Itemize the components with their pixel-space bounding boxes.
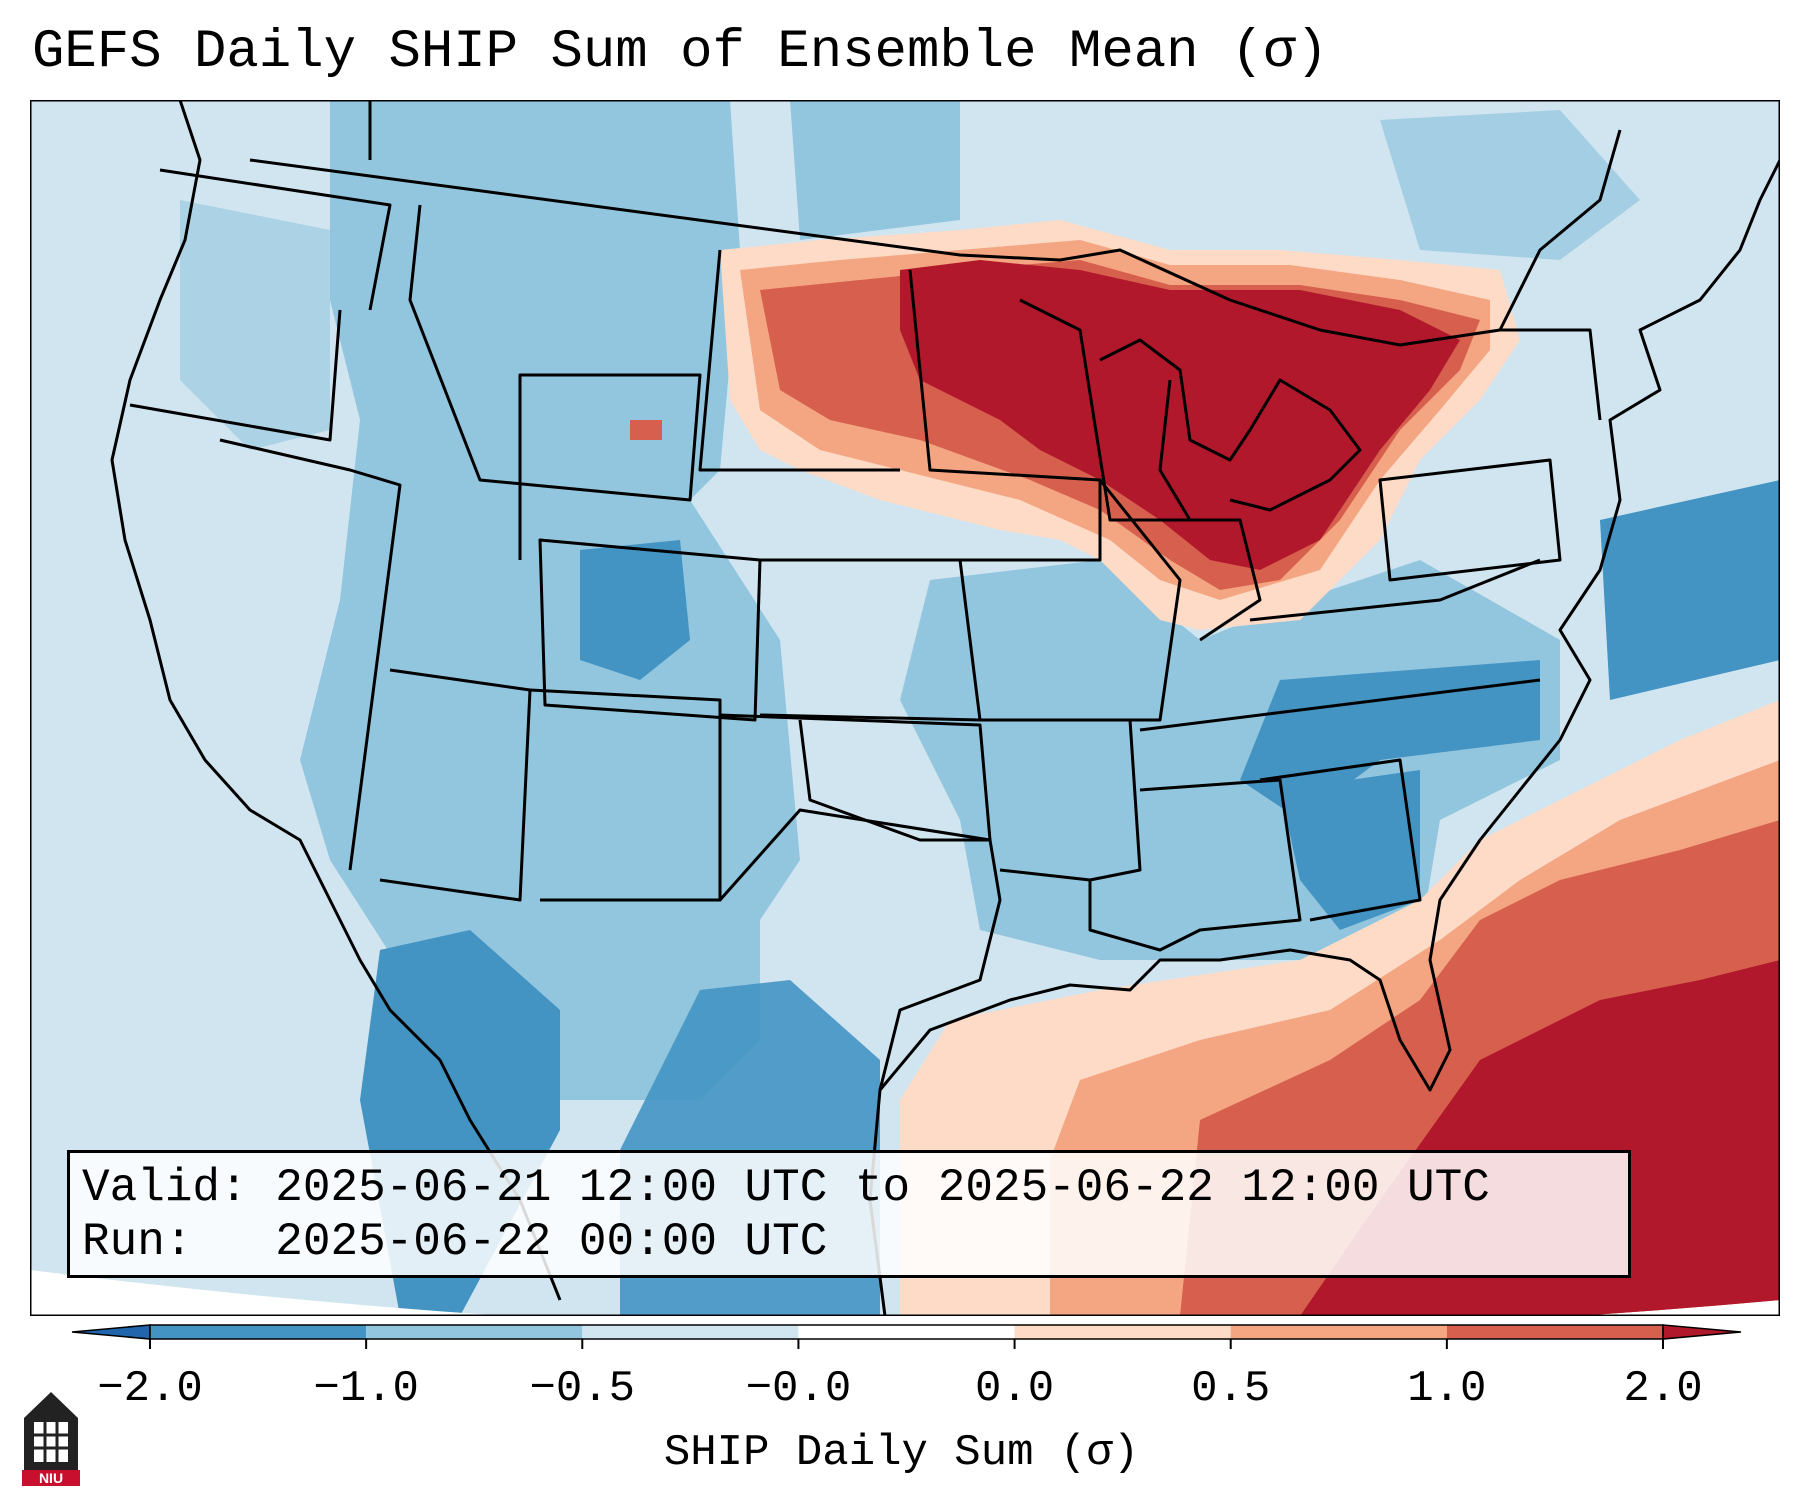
georgia (1259, 758, 1422, 922)
chart-title: GEFS Daily SHIP Sum of Ensemble Mean (σ) (32, 22, 1329, 83)
canada-border (249, 129, 1622, 347)
colorbar-extend-max (1662, 1324, 1742, 1340)
info-box: Valid: 2025-06-21 12:00 UTC to 2025-06-2… (67, 1150, 1631, 1278)
nv-border (219, 438, 402, 871)
colorbar-segment (1446, 1325, 1663, 1339)
missouri-illinois (1098, 479, 1182, 722)
kansas (759, 558, 982, 722)
field-interior-west (300, 100, 800, 1100)
valid-label: Valid: (82, 1162, 248, 1214)
field-pacific-nw (180, 200, 330, 450)
run-value: 2025-06-22 00:00 UTC (275, 1216, 828, 1268)
colorbar-segment (1014, 1325, 1231, 1339)
id-mt-wy (408, 204, 702, 560)
pa-ny (1378, 458, 1562, 582)
run-line: Run: 2025-06-22 00:00 UTC (82, 1215, 1616, 1269)
tn-ky-va (1139, 558, 1541, 732)
colorbar-segment (150, 1325, 367, 1339)
colorbar-tick-label: 0.0 (974, 1364, 1055, 1414)
colorbar-tick-label: 2.0 (1623, 1364, 1703, 1414)
colorbar-segment (366, 1325, 583, 1339)
ut-az (379, 668, 532, 902)
run-label: Run: (82, 1216, 193, 1268)
ms-al (1088, 778, 1302, 952)
texas (610, 808, 1002, 1091)
colorbar-tick-label: 1.0 (1407, 1364, 1487, 1414)
lake-michigan (1158, 379, 1192, 521)
canada-border-west (159, 100, 392, 311)
field-atlantic-dark (1600, 480, 1780, 700)
dakotas (698, 249, 900, 472)
colorbar-segment (582, 1325, 799, 1339)
map-field (30, 100, 1780, 1316)
colorbar-tick-label: −0.5 (529, 1364, 636, 1414)
arkansas (980, 718, 1142, 882)
colorbar-label: SHIP Daily Sum (σ) (663, 1428, 1140, 1478)
oklahoma (719, 713, 992, 842)
colorbar-outline (149, 1324, 1664, 1340)
colorbar-tick-label: 0.5 (1191, 1364, 1271, 1414)
great-lakes (1099, 338, 1362, 512)
colorbar-segment (1230, 1325, 1447, 1339)
colorbar-tick-label: −2.0 (97, 1364, 203, 1414)
or-id (129, 309, 342, 442)
colorado (538, 538, 762, 722)
niu-tower-icon: NIU (20, 1388, 82, 1493)
field-northern-plains (790, 100, 960, 240)
logo-text: NIU (39, 1470, 63, 1486)
pacific-coastline (110, 100, 442, 1062)
field-georgia-dark (1280, 770, 1420, 930)
colorbar-tick-label: −1.0 (313, 1364, 419, 1414)
field-warm-max (900, 260, 1460, 570)
colorbar-tick-label: −0.0 (745, 1364, 852, 1414)
colorbar-extend-min (71, 1324, 151, 1340)
field-wyoming-spot (630, 420, 662, 440)
colorbar-segment (798, 1325, 1015, 1339)
gulf-atlantic-coastline (868, 159, 1780, 1316)
field-colorado-dark (580, 540, 690, 680)
colorbar (71, 1324, 1742, 1349)
new-england (1500, 328, 1602, 421)
valid-line: Valid: 2025-06-21 12:00 UTC to 2025-06-2… (82, 1161, 1616, 1215)
valid-value: 2025-06-21 12:00 UTC to 2025-06-22 12:00… (275, 1162, 1490, 1214)
field-tn-nc-dark (1240, 660, 1540, 820)
